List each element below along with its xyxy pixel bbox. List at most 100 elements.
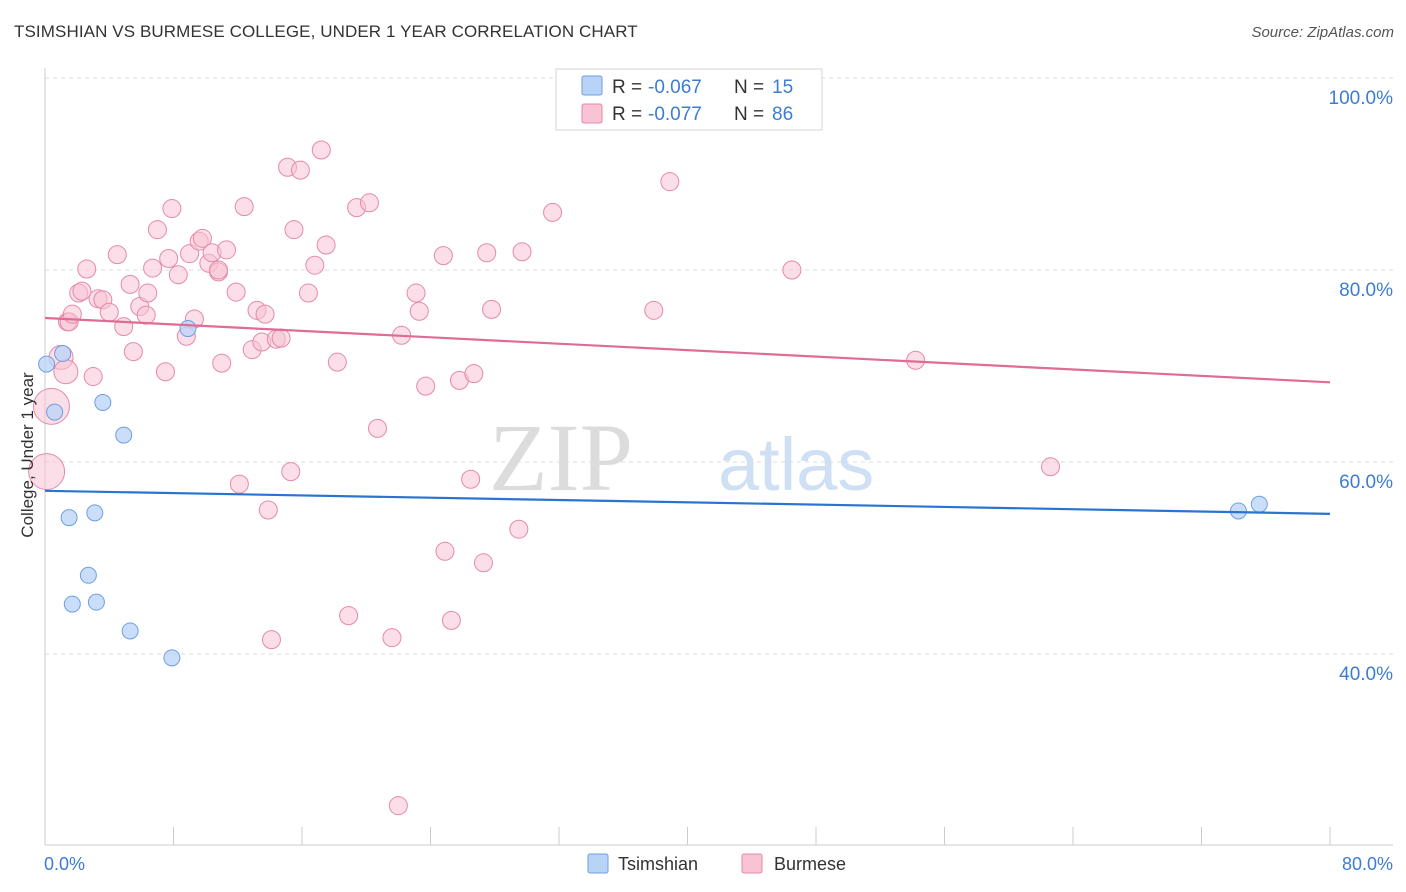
tsimshian-point	[1229, 502, 1247, 520]
y-tick-label: 80.0%	[1339, 280, 1393, 301]
burmese-point	[464, 364, 484, 384]
tsimshian-r-label: R =	[612, 77, 642, 98]
burmese-point	[359, 193, 379, 213]
y-tick-label: 100.0%	[1329, 88, 1394, 109]
burmese-point	[147, 220, 167, 240]
burmese-points	[28, 68, 1061, 816]
tsimshian-n-label: N =	[734, 77, 764, 98]
burmese-point	[159, 248, 179, 268]
burmese-point	[305, 255, 325, 275]
x-tick-labels: 0.0% 80.0%	[44, 854, 1393, 874]
burmese-r-value: -0.077	[648, 104, 702, 125]
burmese-point	[143, 258, 163, 278]
burmese-point	[234, 197, 254, 217]
burmese-point	[261, 630, 281, 650]
grid-lines	[45, 77, 1393, 655]
burmese-point	[284, 220, 304, 240]
burmese-point	[123, 342, 143, 362]
burmese-point	[99, 302, 119, 322]
legend-tsimshian-swatch	[587, 853, 609, 874]
watermark: ZIP atlas	[489, 404, 874, 511]
burmese-point	[77, 259, 97, 279]
burmese-point	[271, 328, 291, 348]
burmese-point	[477, 243, 497, 263]
source-label: Source: ZipAtlas.com	[1251, 24, 1394, 41]
burmese-point	[192, 228, 212, 248]
x-tick-label: 80.0%	[1342, 854, 1393, 874]
burmese-point	[217, 240, 237, 260]
burmese-point	[212, 353, 232, 373]
tsimshian-point	[38, 355, 56, 373]
tsimshian-point	[63, 595, 81, 613]
burmese-point	[644, 300, 664, 320]
y-tick-label: 40.0%	[1339, 664, 1393, 685]
tsimshian-point	[54, 345, 72, 363]
tsimshian-trend-line	[44, 489, 1331, 515]
watermark-atlas: atlas	[718, 423, 874, 506]
burmese-point	[409, 301, 429, 321]
burmese-point	[512, 242, 532, 262]
tsimshian-point	[94, 393, 112, 411]
burmese-point	[441, 610, 461, 630]
burmese-point	[114, 317, 134, 337]
burmese-legend-swatch	[581, 103, 603, 124]
burmese-point	[28, 453, 66, 491]
burmese-point	[339, 606, 359, 626]
x-tick-label: 0.0%	[44, 854, 85, 874]
burmese-point	[474, 553, 494, 573]
tsimshian-point	[86, 504, 104, 522]
burmese-point	[53, 359, 79, 385]
burmese-point	[316, 235, 336, 255]
trend-lines	[44, 316, 1331, 515]
tsimshian-point	[79, 566, 97, 584]
tsimshian-r-value: -0.067	[648, 77, 702, 98]
burmese-n-label: N =	[734, 104, 764, 125]
burmese-point	[83, 367, 103, 387]
tsimshian-point	[179, 320, 197, 338]
y-axis-label: College, Under 1 year	[18, 372, 37, 538]
burmese-point	[416, 376, 436, 396]
legend-tsimshian-label: Tsimshian	[618, 854, 698, 874]
burmese-point	[120, 274, 140, 294]
burmese-point	[327, 352, 347, 372]
stats-legend: R = -0.067 N = 15 R = -0.077 N = 86	[555, 68, 823, 131]
burmese-point	[258, 500, 278, 520]
burmese-point	[660, 172, 680, 192]
burmese-point	[155, 362, 175, 382]
burmese-point	[461, 469, 481, 489]
burmese-point	[433, 246, 453, 266]
tsimshian-points	[38, 320, 1268, 667]
burmese-point	[406, 283, 426, 303]
y-tick-label: 60.0%	[1339, 472, 1393, 493]
tsimshian-n-value: 15	[772, 77, 793, 98]
tsimshian-point	[87, 593, 105, 611]
y-tick-labels: 40.0% 60.0% 80.0% 100.0%	[1329, 88, 1394, 685]
burmese-point	[782, 260, 802, 280]
burmese-point	[107, 245, 127, 265]
chart-title: TSIMSHIAN VS BURMESE COLLEGE, UNDER 1 YE…	[14, 22, 638, 41]
burmese-point	[290, 160, 310, 180]
burmese-point	[281, 462, 301, 482]
burmese-point	[543, 202, 563, 222]
tsimshian-point	[121, 622, 139, 640]
burmese-point	[482, 299, 502, 319]
burmese-point	[72, 281, 92, 301]
burmese-point	[367, 418, 387, 438]
tsimshian-point	[46, 403, 64, 421]
burmese-point	[136, 305, 156, 325]
burmese-point	[435, 541, 455, 561]
burmese-point	[229, 474, 249, 494]
burmese-point	[138, 283, 158, 303]
watermark-zip: ZIP	[489, 404, 633, 511]
burmese-n-value: 86	[772, 104, 793, 125]
burmese-point	[1041, 457, 1061, 477]
burmese-point	[208, 260, 228, 280]
legend-burmese-label: Burmese	[774, 854, 846, 874]
burmese-point	[509, 519, 529, 539]
tsimshian-point	[115, 426, 133, 444]
burmese-r-label: R =	[612, 104, 642, 125]
burmese-point	[226, 282, 246, 302]
tsimshian-point	[163, 649, 181, 667]
series-legend: Tsimshian Burmese	[587, 853, 846, 874]
